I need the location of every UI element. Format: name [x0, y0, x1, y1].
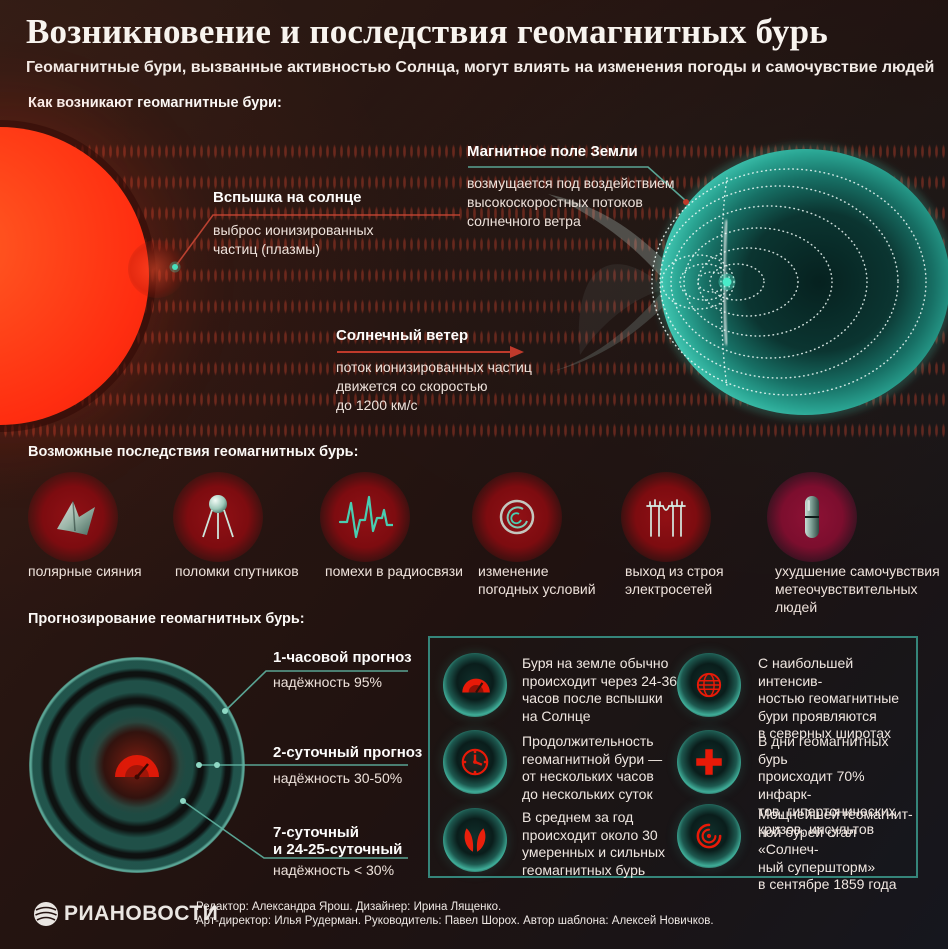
consequence-label: изменение погодных условий [478, 563, 596, 597]
consequence-label: ухудшение самочувствия метеочувствительн… [775, 563, 940, 615]
facts-panel: Буря на земле обычно происходит через 24… [428, 636, 918, 892]
consequence-circle-satellite [173, 472, 263, 562]
fact-text: В среднем за год происходит около 30 уме… [522, 809, 666, 878]
page-subtitle: Геомагнитные бури, вызванные активностью… [26, 59, 935, 76]
medical-cross-icon [696, 749, 722, 775]
forecast-level-title: 7-суточный и 24-25-суточный [273, 824, 403, 858]
consequence-circle-powergrid [621, 472, 711, 562]
fact-text: Продолжительность геомагнитной бури — от… [522, 733, 663, 802]
satellite-icon [202, 495, 234, 539]
flare-label-desc: выброс ионизированных частиц (плазмы) [213, 222, 374, 257]
field-label-title: Магнитное поле Земли [467, 143, 638, 160]
consequence-circle-aurora [28, 472, 118, 562]
wind-label-title: Солнечный ветер [336, 327, 469, 344]
solar-flare-bubble [128, 240, 186, 298]
fact-orb [443, 730, 507, 794]
ria-globe-logo-icon [34, 902, 58, 926]
clock-icon [461, 748, 489, 776]
fact-orb [443, 808, 507, 872]
page-title: Возникновение и последствия геомагнитных… [26, 12, 828, 51]
credits-line-2: Арт-директор: Илья Рудерман. Руководител… [196, 915, 714, 927]
consequence-label: помехи в радиосвязи [325, 563, 463, 579]
forecast-level-reliability: надёжность 30-50% [273, 770, 403, 786]
globe-icon [696, 672, 722, 698]
gauge-icon [462, 678, 490, 694]
capsule-icon [805, 496, 819, 538]
aurora-curtains-icon [464, 828, 486, 852]
fact-text: С наибольшей интенсив- ностью геомагнитн… [758, 655, 900, 741]
consequence-circle-radio [320, 472, 410, 562]
fact-orb [677, 653, 741, 717]
flare-label-title: Вспышка на солнце [213, 189, 362, 206]
consequence-label: выход из строя электросетей [625, 563, 724, 597]
fact-text: Мощнейшей геомагнит- ной бурей стал «Сол… [758, 806, 913, 892]
aurora-icon [57, 500, 95, 535]
ria-novosti-logo-text: РИАНОВОСТИ [64, 902, 219, 925]
forecast-level-reliability: надёжность 95% [273, 674, 382, 690]
consequence-label: поломки спутников [175, 563, 299, 579]
fact-orb [443, 653, 507, 717]
section-consequences-heading: Возможные последствия геомагнитных бурь: [28, 444, 359, 460]
fact-orb [677, 804, 741, 868]
consequence-label: полярные сияния [28, 563, 142, 579]
wind-label-desc: поток ионизированных частиц движется со … [336, 359, 532, 413]
gauge-center-icon [115, 755, 159, 780]
section-how-heading: Как возникают геомагнитные бури: [28, 95, 282, 111]
power-lines-icon [646, 499, 686, 537]
consequence-circle-health [767, 472, 857, 562]
consequence-circle-weather [472, 472, 562, 562]
forecast-level-reliability: надёжность < 30% [273, 862, 395, 878]
cyclone-icon [499, 499, 535, 535]
fact-text: В дни геомагнитных бурь происходит 70% и… [758, 733, 896, 837]
forecast-level-title: 2-суточный прогноз [273, 744, 423, 761]
storm-spiral-icon [696, 823, 722, 849]
credits-line-1: Редактор: Александра Ярош. Дизайнер: Ири… [196, 901, 502, 913]
forecast-level-title: 1-часовой прогноз [273, 649, 412, 666]
fact-text: Буря на земле обычно происходит через 24… [522, 655, 678, 724]
radio-waveform-icon [338, 495, 393, 539]
field-label-desc: возмущается под воздействием высокоскоро… [467, 175, 675, 229]
fact-orb [677, 730, 741, 794]
section-forecast-heading: Прогнозирование геомагнитных бурь: [28, 611, 305, 627]
